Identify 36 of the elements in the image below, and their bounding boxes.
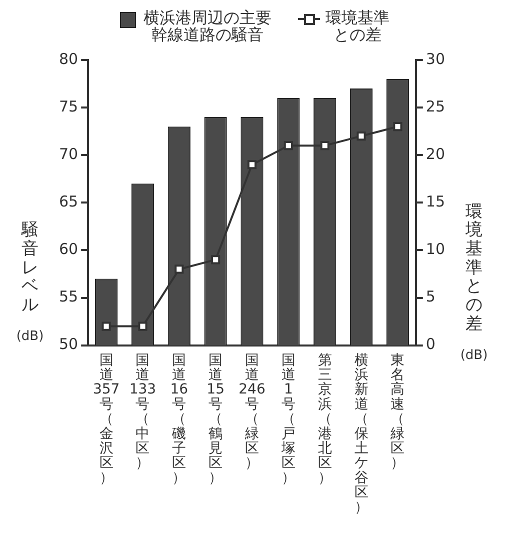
category-label: 国道16号（磯子区）: [170, 352, 188, 486]
category-label: 国道15号（鶴見区）: [206, 352, 224, 486]
y-tick-label: 50: [58, 334, 78, 353]
x-tick-label: 東名高速（緑区）: [390, 352, 405, 471]
legend-label: 横浜港周辺の主要幹線道路の騒音: [144, 8, 272, 44]
point: [174, 264, 184, 274]
y-tick-label: 65: [58, 192, 78, 210]
y2-tick-label: 0: [426, 334, 436, 353]
category-label: 横浜新道（保土ケ谷区）: [354, 352, 368, 515]
y-tick-label: 75: [58, 97, 78, 116]
y2-tick-label: 20: [426, 144, 446, 163]
y2-tick-label: 5: [426, 287, 436, 306]
point: [138, 321, 148, 330]
y-tick-label: 60: [58, 240, 78, 258]
point: [356, 131, 366, 140]
point: [211, 254, 220, 264]
point: [284, 140, 293, 150]
y2-axis-title: 環境基準との差 (dB): [460, 202, 488, 362]
y2-tick-label: 15: [426, 192, 446, 210]
point: [247, 160, 257, 169]
point: [102, 321, 111, 330]
y-tick-label: 80: [58, 49, 78, 68]
category-label: 第三京浜（港北区）: [318, 352, 332, 486]
category-label: 国道1号（戸塚区）: [281, 352, 296, 486]
category-label: 国道357号（金沢区）: [92, 352, 120, 486]
legend-label: 環境基準との差: [326, 8, 390, 44]
x-tick-label: 国道133号（中区）: [129, 352, 156, 471]
point: [393, 122, 402, 131]
y-tick-label: 55: [58, 287, 78, 306]
y-tick-label: 70: [58, 144, 78, 163]
x-tick-label: 国道246号（緑区）: [238, 352, 266, 471]
y2-tick-label: 30: [426, 49, 446, 68]
point: [320, 140, 330, 150]
y2-tick-label: 25: [426, 97, 446, 116]
y2-tick-label: 10: [426, 240, 446, 258]
y-axis-title: 騒音レベル (dB): [16, 220, 44, 344]
